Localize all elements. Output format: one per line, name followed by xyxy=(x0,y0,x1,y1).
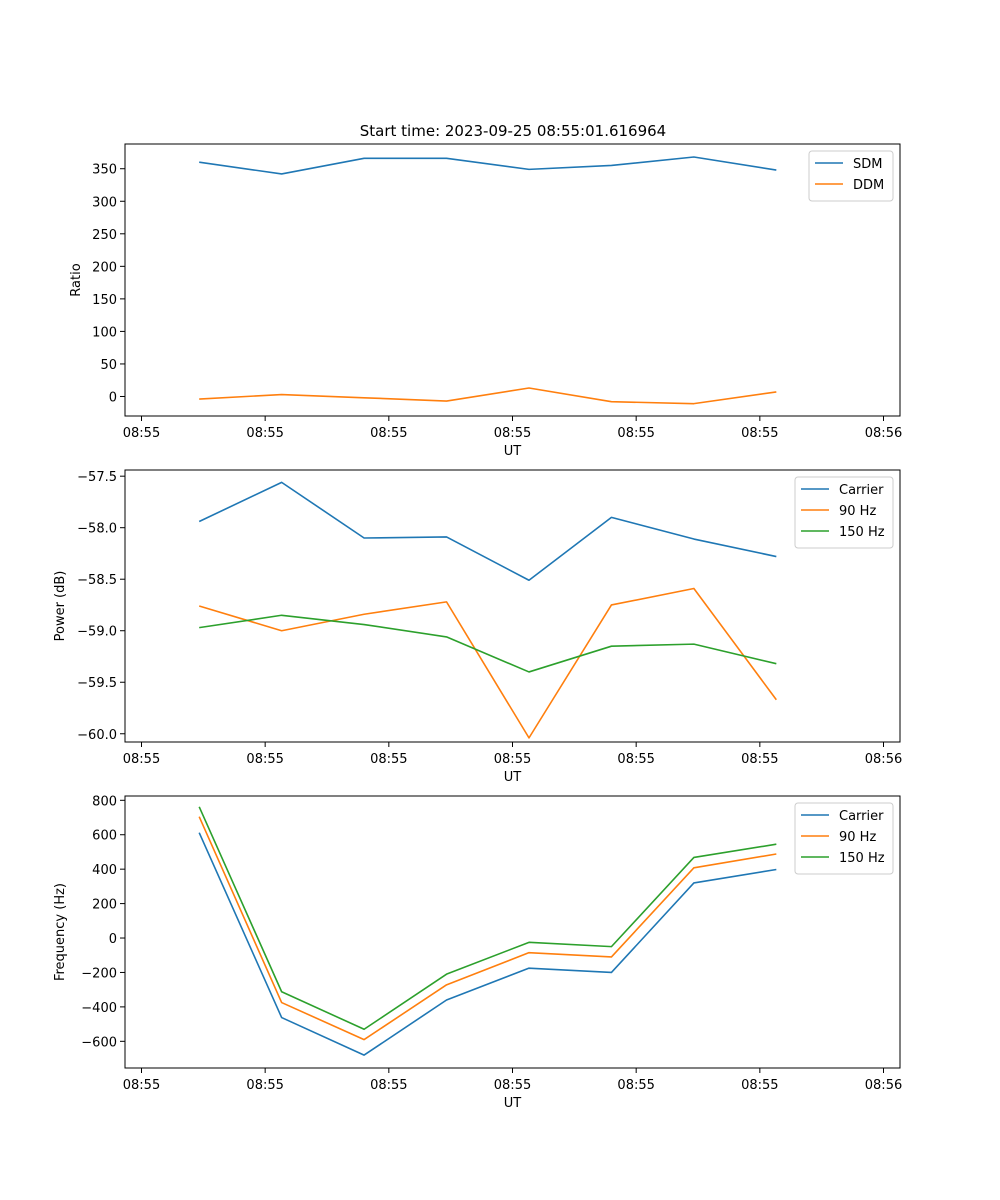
y-tick-label: −200 xyxy=(81,966,117,981)
x-tick-label: 08:56 xyxy=(865,752,902,767)
legend-label: DDM xyxy=(853,178,884,193)
x-tick-label: 08:55 xyxy=(370,1078,407,1093)
x-tick-label: 08:55 xyxy=(246,752,283,767)
x-axis-label: UT xyxy=(504,770,522,785)
legend-label: 90 Hz xyxy=(839,830,876,845)
figure-title: Start time: 2023-09-25 08:55:01.616964 xyxy=(360,122,666,140)
legend-label: Carrier xyxy=(839,483,884,498)
subplot-1: 08:55 08:55 08:55 08:55 08:55 08:55 08:56 0 50 10… xyxy=(69,143,902,459)
legend: Carrier 90 Hz 150 Hz xyxy=(794,476,894,549)
y-tick-label: 300 xyxy=(92,195,117,210)
subplot-3: 08:55 08:55 08:55 08:55 08:55 08:55 08:56 −600 −… xyxy=(53,794,902,1111)
y-axis-label: Ratio xyxy=(69,263,84,296)
x-tick-label: 08:55 xyxy=(741,752,778,767)
x-tick-label: 08:55 xyxy=(494,752,531,767)
y-tick-label: 250 xyxy=(92,228,117,243)
series-line-150-hz xyxy=(199,614,777,673)
x-tick-label: 08:55 xyxy=(246,426,283,441)
legend-label: 150 Hz xyxy=(839,851,885,866)
y-tick-label: −60.0 xyxy=(77,728,117,743)
axes-frame xyxy=(124,795,901,1069)
y-axis-label: Power (dB) xyxy=(53,571,68,642)
series-line-carrier xyxy=(198,832,777,1056)
legend-label: 150 Hz xyxy=(839,525,885,540)
y-tick-label: −59.0 xyxy=(77,625,117,640)
x-tick-label: 08:55 xyxy=(494,426,531,441)
panels: 08:55 08:55 08:55 08:55 08:55 08:55 08:56 0 50 10… xyxy=(53,143,902,1111)
y-tick-label: −400 xyxy=(81,1001,117,1016)
series-line-90-hz xyxy=(198,816,777,1041)
x-tick-label: 08:55 xyxy=(741,1078,778,1093)
x-tick-label: 08:56 xyxy=(865,426,902,441)
x-axis-label: UT xyxy=(504,444,522,459)
y-tick-label: 150 xyxy=(92,293,117,308)
x-tick-label: 08:55 xyxy=(741,426,778,441)
y-tick-label: 50 xyxy=(100,358,117,373)
y-tick-label: 400 xyxy=(92,863,117,878)
x-tick-label: 08:55 xyxy=(617,752,654,767)
legend: Carrier 90 Hz 150 Hz xyxy=(794,802,894,875)
x-tick-label: 08:56 xyxy=(865,1078,902,1093)
y-tick-label: −57.5 xyxy=(77,470,117,485)
y-tick-label: 350 xyxy=(92,163,117,178)
x-tick-label: 08:55 xyxy=(123,426,160,441)
series-line-90-hz xyxy=(198,587,777,739)
legend: SDM DDM xyxy=(808,150,894,202)
subplot-2: 08:55 08:55 08:55 08:55 08:55 08:55 08:56 −60.0… xyxy=(53,469,902,785)
legend-label: 90 Hz xyxy=(839,504,876,519)
y-tick-label: 100 xyxy=(92,325,117,340)
x-tick-label: 08:55 xyxy=(123,752,160,767)
y-tick-label: −600 xyxy=(81,1035,117,1050)
y-tick-label: 200 xyxy=(92,260,117,275)
x-tick-label: 08:55 xyxy=(617,426,654,441)
series-line-150-hz xyxy=(198,806,777,1031)
x-tick-label: 08:55 xyxy=(617,1078,654,1093)
y-tick-label: −58.0 xyxy=(77,522,117,537)
series-line-carrier xyxy=(198,481,777,582)
y-tick-label: 800 xyxy=(92,794,117,809)
legend-label: SDM xyxy=(853,157,882,172)
y-tick-label: 0 xyxy=(109,390,117,405)
y-axis-label: Frequency (Hz) xyxy=(53,883,68,981)
y-tick-label: −59.5 xyxy=(77,676,117,691)
x-axis-label: UT xyxy=(504,1096,522,1111)
y-tick-label: −58.5 xyxy=(77,573,117,588)
y-tick-label: 600 xyxy=(92,829,117,844)
axes-frame xyxy=(124,143,901,417)
series-line-ddm xyxy=(199,387,777,405)
x-tick-label: 08:55 xyxy=(370,752,407,767)
series-line-sdm xyxy=(199,156,777,175)
x-tick-label: 08:55 xyxy=(123,1078,160,1093)
y-tick-label: 200 xyxy=(92,898,117,913)
x-tick-label: 08:55 xyxy=(494,1078,531,1093)
y-tick-label: 0 xyxy=(109,932,117,947)
x-tick-label: 08:55 xyxy=(370,426,407,441)
legend-label: Carrier xyxy=(839,809,884,824)
x-tick-label: 08:55 xyxy=(246,1078,283,1093)
axes-frame xyxy=(124,469,901,743)
